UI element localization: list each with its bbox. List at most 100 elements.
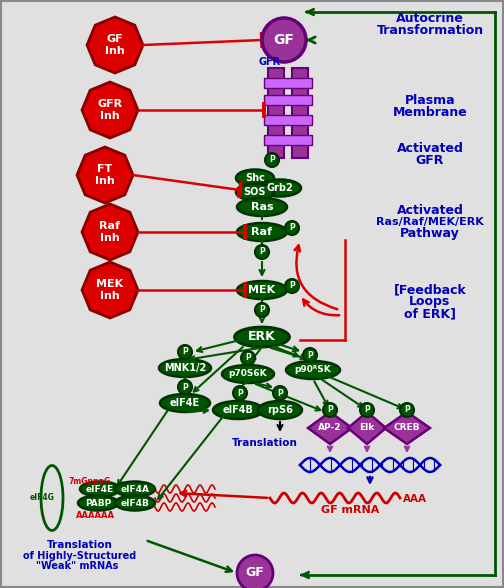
FancyBboxPatch shape (268, 68, 284, 158)
Text: Autocrine: Autocrine (396, 12, 464, 25)
Text: ERK: ERK (248, 330, 276, 343)
FancyBboxPatch shape (264, 78, 312, 88)
Polygon shape (82, 204, 138, 260)
Text: "Weak" mRNAs: "Weak" mRNAs (36, 561, 118, 571)
Ellipse shape (236, 183, 274, 201)
Text: P: P (259, 248, 265, 256)
Text: PABP: PABP (85, 499, 111, 507)
Circle shape (285, 279, 299, 293)
Text: Plasma: Plasma (405, 93, 455, 106)
Polygon shape (82, 82, 138, 138)
Circle shape (262, 18, 306, 62)
Text: 7mGpppG: 7mGpppG (69, 477, 111, 486)
Circle shape (323, 403, 337, 417)
Ellipse shape (258, 401, 302, 419)
Ellipse shape (78, 496, 118, 510)
Polygon shape (77, 147, 133, 203)
FancyBboxPatch shape (264, 115, 312, 125)
Text: MEK: MEK (248, 285, 276, 295)
Ellipse shape (222, 365, 274, 383)
Text: Loops: Loops (409, 296, 451, 309)
Circle shape (400, 403, 414, 417)
Ellipse shape (80, 482, 120, 496)
Text: AAA: AAA (403, 494, 427, 504)
Text: CREB: CREB (394, 423, 420, 433)
Circle shape (237, 555, 273, 588)
Text: P: P (289, 282, 295, 290)
Ellipse shape (237, 223, 287, 241)
Text: Translation: Translation (232, 438, 298, 448)
FancyBboxPatch shape (264, 135, 312, 145)
Polygon shape (87, 17, 143, 73)
Text: eIF4A: eIF4A (120, 485, 150, 493)
Text: Translation: Translation (47, 540, 113, 550)
Circle shape (303, 348, 317, 362)
Text: eIF4E: eIF4E (170, 398, 200, 408)
Circle shape (178, 380, 192, 394)
Circle shape (360, 403, 374, 417)
Circle shape (255, 303, 269, 317)
Text: eIF4B: eIF4B (120, 499, 150, 507)
Text: p90ᴿSK: p90ᴿSK (295, 366, 331, 375)
Text: Grb2: Grb2 (267, 183, 293, 193)
Text: p70S6K: p70S6K (229, 369, 267, 379)
Circle shape (255, 245, 269, 259)
Text: eIF4E: eIF4E (86, 485, 114, 493)
Ellipse shape (286, 361, 340, 379)
Text: Raf: Raf (251, 227, 273, 237)
Text: Raf
Inh: Raf Inh (99, 221, 120, 243)
Circle shape (285, 221, 299, 235)
Ellipse shape (160, 394, 210, 412)
Ellipse shape (259, 179, 301, 196)
Ellipse shape (236, 169, 274, 186)
Text: GFR: GFR (259, 57, 281, 67)
Text: eIF4G: eIF4G (30, 493, 54, 503)
Text: FT
Inh: FT Inh (95, 164, 115, 186)
Text: GF: GF (245, 566, 265, 580)
Ellipse shape (213, 401, 263, 419)
Ellipse shape (115, 496, 155, 510)
Polygon shape (384, 412, 430, 444)
Text: P: P (364, 406, 370, 415)
Text: Transformation: Transformation (376, 24, 483, 36)
Text: P: P (307, 350, 313, 359)
Text: P: P (269, 155, 275, 165)
Text: Ras: Ras (250, 202, 273, 212)
Text: Activated: Activated (397, 203, 464, 216)
Text: GFR
Inh: GFR Inh (97, 99, 122, 121)
Text: rpS6: rpS6 (267, 405, 293, 415)
Polygon shape (308, 412, 352, 444)
Text: AP-2: AP-2 (318, 423, 342, 433)
Text: eIF4B: eIF4B (223, 405, 254, 415)
Text: SOS: SOS (244, 187, 266, 197)
Polygon shape (348, 412, 386, 444)
Ellipse shape (115, 482, 155, 496)
Text: P: P (182, 383, 188, 392)
Text: Elk: Elk (359, 423, 374, 433)
Text: MNK1/2: MNK1/2 (164, 363, 206, 373)
Text: of ERK]: of ERK] (404, 308, 456, 320)
Text: Pathway: Pathway (400, 228, 460, 240)
Polygon shape (82, 262, 138, 318)
Text: [Feedback: [Feedback (394, 283, 466, 296)
Text: P: P (182, 348, 188, 356)
Text: Membrane: Membrane (393, 105, 467, 119)
Text: P: P (404, 406, 410, 415)
Text: Ras/Raf/MEK/ERK: Ras/Raf/MEK/ERK (376, 217, 484, 227)
Text: GFR: GFR (416, 153, 444, 166)
Circle shape (233, 386, 247, 400)
Text: GF mRNA: GF mRNA (321, 505, 379, 515)
Ellipse shape (159, 359, 211, 377)
Text: P: P (245, 353, 251, 362)
Text: P: P (237, 389, 243, 397)
Circle shape (178, 345, 192, 359)
Circle shape (273, 386, 287, 400)
Circle shape (265, 153, 279, 167)
Text: Activated: Activated (397, 142, 464, 155)
Text: Shc: Shc (245, 173, 265, 183)
Text: P: P (259, 306, 265, 315)
Ellipse shape (234, 327, 289, 347)
Text: GF: GF (274, 33, 294, 47)
Text: AAAAAA: AAAAAA (76, 512, 114, 520)
Ellipse shape (237, 198, 287, 216)
